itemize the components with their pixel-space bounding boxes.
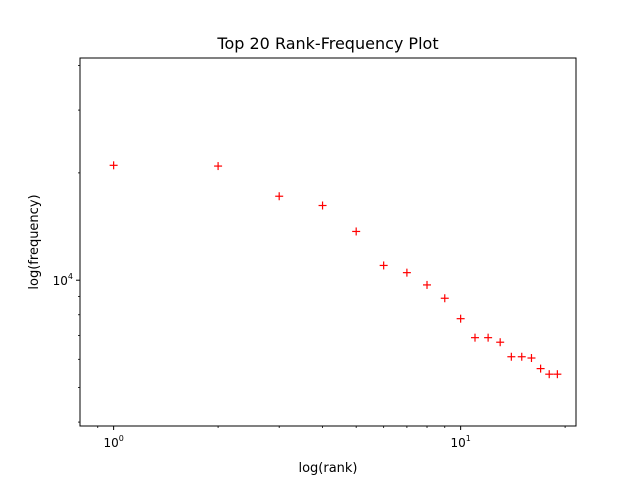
plot-frame xyxy=(79,57,577,427)
x-axis-label: log(rank) xyxy=(298,461,357,476)
data-point xyxy=(352,227,361,236)
chart-title: Top 20 Rank-Frequency Plot xyxy=(216,34,438,53)
data-point xyxy=(275,192,284,201)
data-point xyxy=(402,268,411,277)
data-point xyxy=(379,261,388,270)
data-point xyxy=(109,161,118,170)
data-point xyxy=(484,333,493,342)
data-point xyxy=(536,364,545,373)
x-tick-label: 101 xyxy=(450,434,470,450)
data-point xyxy=(318,201,327,210)
data-point xyxy=(214,162,223,171)
y-tick-label: 104 xyxy=(53,272,73,288)
data-point xyxy=(553,370,562,379)
y-axis-label: log(frequency) xyxy=(27,194,42,289)
data-point xyxy=(527,354,536,363)
x-tick-label: 100 xyxy=(103,434,123,450)
data-point xyxy=(507,352,516,361)
data-point xyxy=(496,338,505,347)
data-point xyxy=(517,352,526,361)
data-point xyxy=(440,294,449,303)
data-points xyxy=(109,161,562,379)
data-point xyxy=(423,280,432,289)
data-point xyxy=(471,333,480,342)
major-ticks: 100 101 104 xyxy=(53,272,471,450)
data-point xyxy=(545,370,554,379)
data-point xyxy=(456,314,465,323)
